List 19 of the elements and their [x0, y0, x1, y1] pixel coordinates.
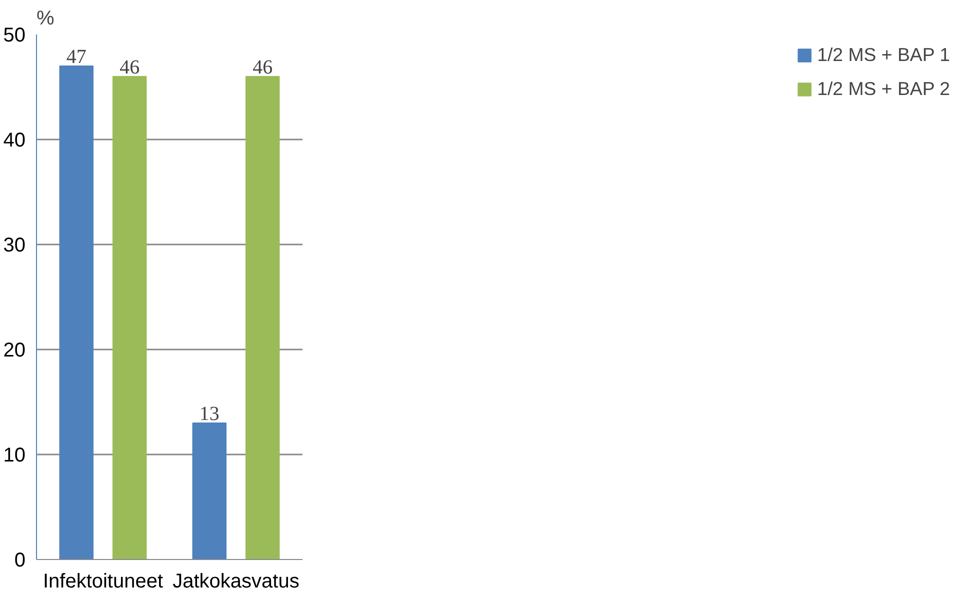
bar	[59, 66, 94, 560]
bar	[245, 76, 280, 560]
bar	[192, 422, 227, 560]
y-tick-label: 40	[3, 130, 26, 152]
y-tick-label: 30	[3, 234, 26, 256]
y-tick-label: 20	[3, 340, 26, 362]
y-tick-label: 50	[3, 24, 26, 46]
y-tick-label: 10	[3, 444, 26, 466]
data-label: 46	[252, 56, 273, 78]
legend-label: 1/2 MS + BAP 2	[817, 78, 950, 100]
x-tick-label: Jatkokasvatus	[172, 570, 300, 592]
y-axis-title: %	[36, 8, 54, 30]
data-label: 47	[66, 46, 86, 68]
data-label: 13	[199, 403, 220, 425]
data-label: 46	[120, 56, 140, 78]
y-tick-label: 0	[14, 550, 26, 572]
bar	[112, 76, 147, 560]
x-tick-label: Infektoituneet	[42, 570, 164, 592]
legend-label: 1/2 MS + BAP 1	[817, 44, 950, 66]
